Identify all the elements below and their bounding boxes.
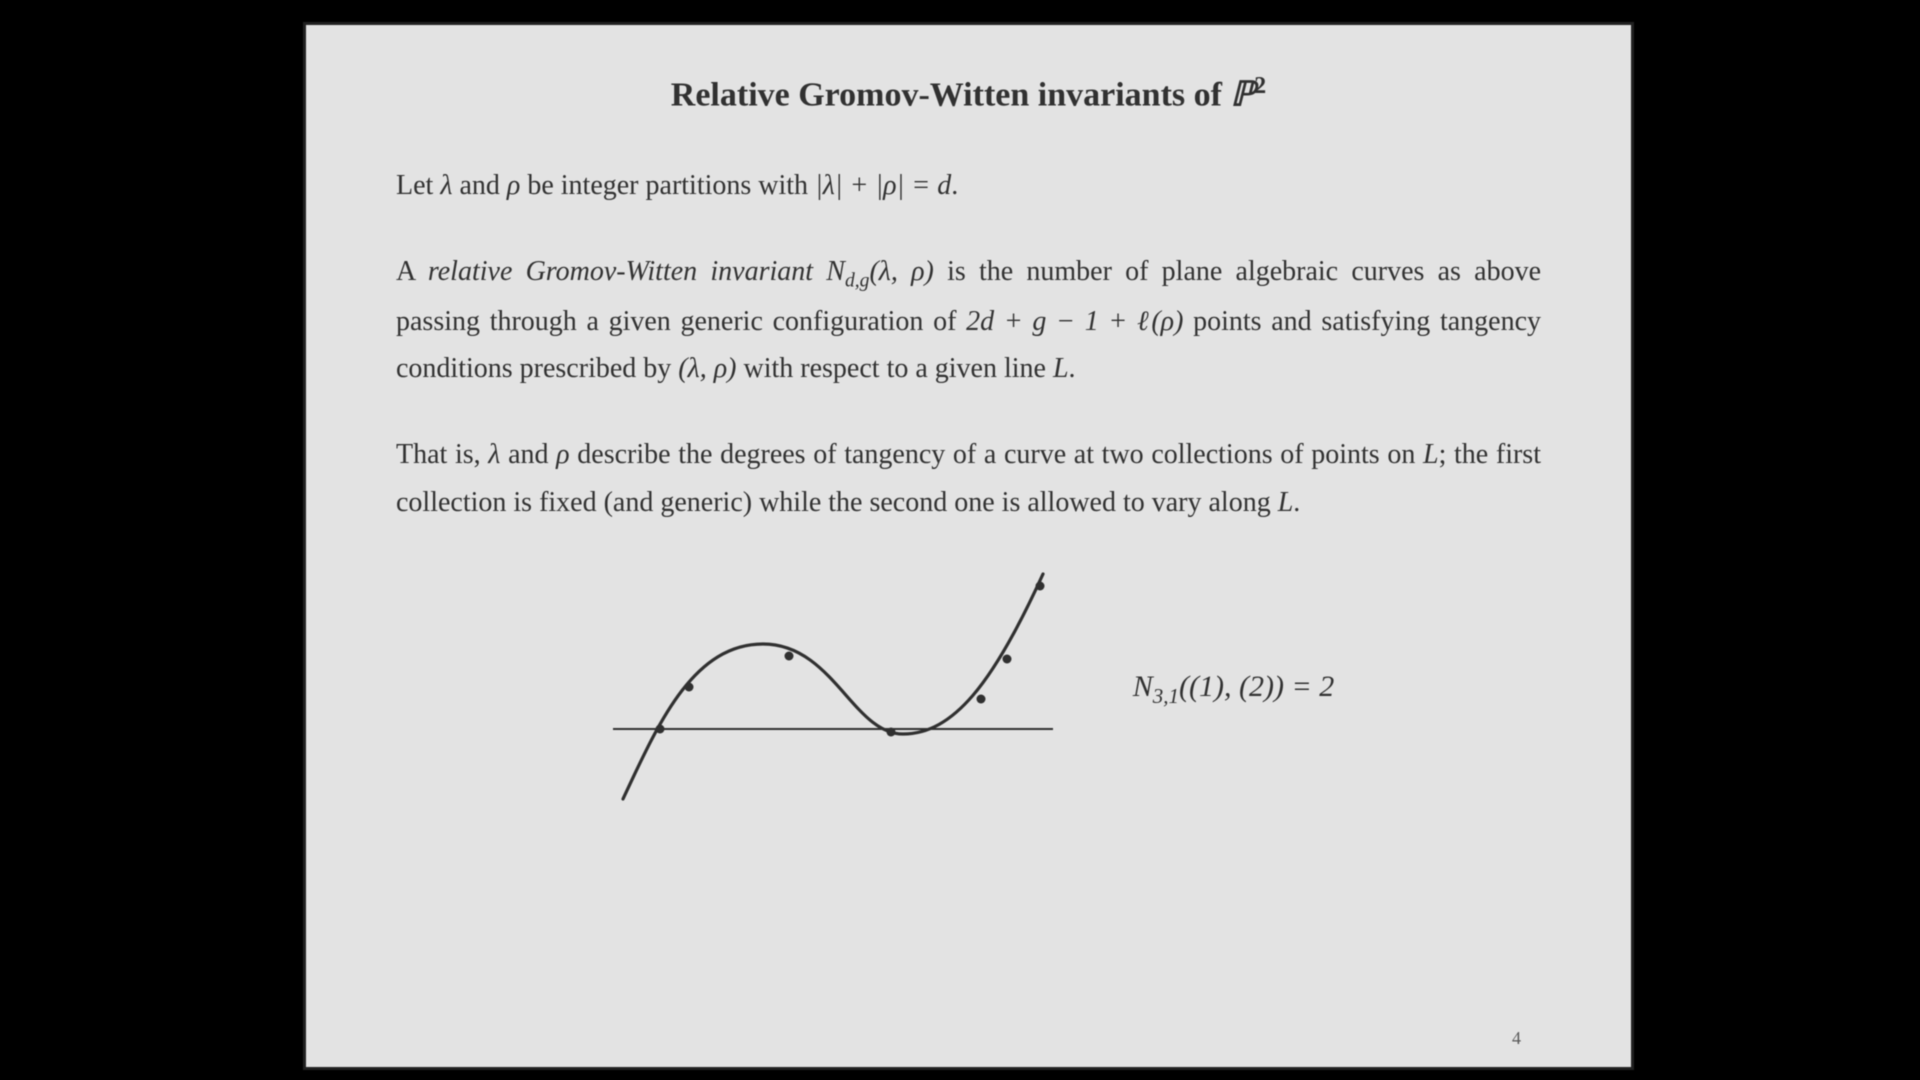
p2-pair: (λ, ρ) <box>678 353 736 384</box>
paragraph-3: That is, λ and ρ describe the degrees of… <box>396 431 1541 526</box>
p1-eq: |λ| + |ρ| = d <box>815 170 951 201</box>
p2-Nsub: d,g <box>845 271 870 292</box>
p2-t1 <box>813 256 826 287</box>
paragraph-1: Let λ and ρ be integer partitions with |… <box>396 162 1541 210</box>
p1-lambda: λ <box>440 170 452 201</box>
marked-point <box>886 728 895 737</box>
p2-t5: . <box>1069 353 1076 384</box>
paragraph-2: A relative Gromov-Witten invariant Nd,g(… <box>396 248 1541 393</box>
video-stage: Relative Gromov-Witten invariants of ℙ2 … <box>0 0 1920 1080</box>
figure-formula: N3,1((1), (2)) = 2 <box>1133 670 1334 709</box>
p3-lambda: λ <box>488 439 500 470</box>
title-symbol: ℙ <box>1230 76 1254 113</box>
page-number: 4 <box>1512 1028 1521 1049</box>
marked-point <box>1035 582 1044 591</box>
p2-expr: 2d + g − 1 + ℓ(ρ) <box>966 306 1183 337</box>
p2-Narg: (λ, ρ) <box>869 256 933 287</box>
p2-t4: with respect to a given line <box>737 353 1053 384</box>
slide: Relative Gromov-Witten invariants of ℙ2 … <box>303 22 1634 1070</box>
p3-L: L <box>1423 439 1439 470</box>
curve-figure <box>603 564 1063 814</box>
marked-point <box>976 695 985 704</box>
p2-em: relative Gromov-Witten invariant <box>428 256 813 287</box>
marked-point <box>684 683 693 692</box>
p3-L2: L <box>1278 487 1294 518</box>
p1-t2: be integer partitions with <box>520 170 815 201</box>
p1-rho: ρ <box>507 170 520 201</box>
p3-t4: . <box>1293 487 1300 518</box>
p2-L: L <box>1053 353 1069 384</box>
marked-point <box>1002 655 1011 664</box>
figure-row: N3,1((1), (2)) = 2 <box>396 564 1541 814</box>
p3-rho: ρ <box>556 439 569 470</box>
p3-t1: and <box>500 439 556 470</box>
title-text: Relative Gromov-Witten invariants of <box>671 76 1231 113</box>
slide-title: Relative Gromov-Witten invariants of ℙ2 <box>396 73 1541 114</box>
p1-t0: Let <box>396 170 440 201</box>
p3-t2: describe the degrees of tangency of a cu… <box>570 439 1423 470</box>
p1-t1: and <box>452 170 506 201</box>
p3-t0: That is, <box>396 439 488 470</box>
p1-t3: . <box>951 170 958 201</box>
p2-N: N <box>826 256 845 287</box>
p2-t0: A <box>396 256 428 287</box>
marked-point <box>784 652 793 661</box>
marked-point <box>655 725 664 734</box>
title-sup: 2 <box>1254 73 1266 99</box>
